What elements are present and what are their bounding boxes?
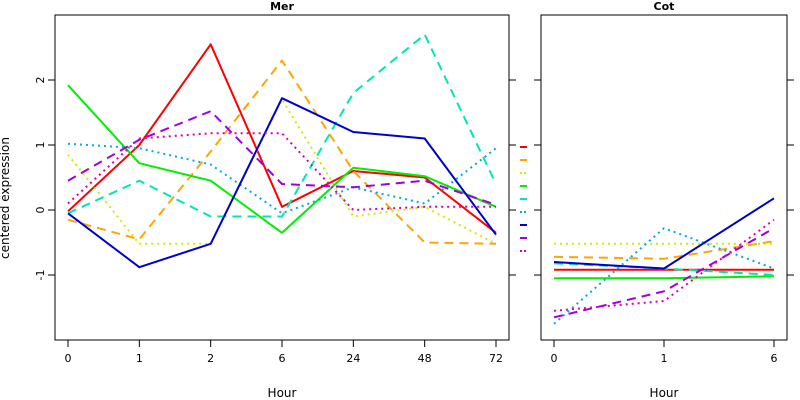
cot-series-line-8 [553,227,775,319]
mer-x-tick-label: 0 [65,352,72,365]
mer-y-tick-label: 2 [34,77,47,84]
cot-x-tick-label: 6 [771,352,778,365]
mer-series-line-5 [67,33,497,218]
mer-x-tick-label: 72 [489,352,503,365]
cot-x-tick-label: 1 [661,352,668,365]
mer-series-line-2 [67,59,497,245]
panel-mer: Mer 0 1 2 6 24 48 72 -1 0 1 2 Hour [34,0,516,400]
mer-x-tick-label: 6 [279,352,286,365]
mer-series-line-4 [67,84,497,234]
cot-series-line-6 [553,227,775,325]
mer-x-tick-label: 24 [346,352,360,365]
cot-x-axis-label: Hour [650,386,679,400]
cot-series-line-4 [554,275,775,280]
mer-plot-frame [54,14,510,341]
mer-series-line-9 [67,132,496,211]
mer-title: Mer [270,0,294,13]
mer-y-tick-label: 0 [34,207,47,214]
mer-x-tick-label: 1 [136,352,143,365]
mer-x-axis-label: Hour [268,386,297,400]
mer-series-line-1 [67,43,497,234]
legend-marks [520,146,527,252]
mer-y-tick-label: 1 [34,142,47,149]
y-axis-label: centered expression [0,137,12,259]
cot-title: Cot [654,0,675,13]
cot-series-line-9 [553,218,775,312]
panel-cot: Cot 0 1 6 Hour [534,0,794,400]
cot-x-tick-label: 0 [551,352,558,365]
mer-y-tick-label: -1 [34,270,47,281]
mer-x-tick-label: 48 [418,352,432,365]
mer-series-line-3 [67,98,497,245]
cot-series-line-2 [553,240,775,260]
mer-series-line-7 [67,97,497,269]
mer-series-line-8 [67,110,497,206]
mer-x-tick-label: 2 [207,352,214,365]
cot-series-line-7 [553,197,775,270]
